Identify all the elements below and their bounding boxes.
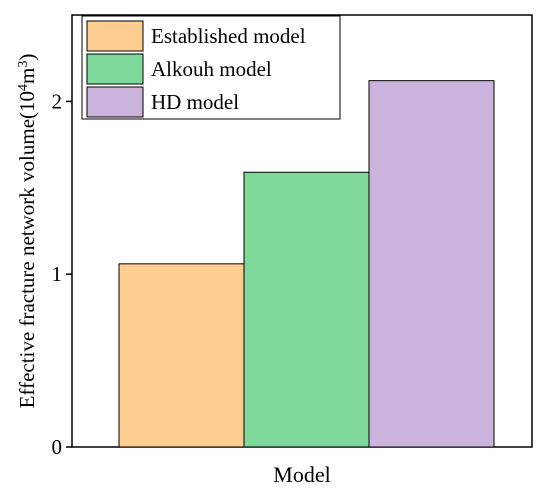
y-axis-label-sup2: 3 — [16, 61, 31, 68]
y-axis-label-mid: m — [15, 68, 39, 84]
legend-label: Alkouh model — [151, 57, 272, 81]
y-axis-label-main: Effective fracture network volume(10 — [15, 91, 39, 408]
x-axis-label: Model — [273, 462, 330, 487]
bar-established-model — [118, 263, 245, 448]
y-tick-label: 1 — [52, 262, 63, 286]
y-axis-label-sup1: 4 — [16, 84, 31, 91]
bars-group — [118, 80, 495, 448]
legend-label: HD model — [151, 90, 239, 114]
bar-hd-model — [368, 80, 495, 448]
legend-swatch — [86, 53, 144, 85]
bar-alkouh-model — [243, 171, 370, 448]
legend-swatch — [86, 20, 144, 52]
y-axis-label-end: ) — [15, 54, 39, 61]
legend-swatch — [86, 86, 144, 118]
legend: Established model Alkouh model HD model — [81, 15, 341, 120]
y-axis-label: Effective fracture network volume(104m3) — [15, 54, 39, 409]
y-tick-label: 2 — [52, 89, 63, 113]
legend-label: Established model — [151, 24, 306, 48]
y-tick-label: 0 — [52, 435, 63, 459]
y-axis-ticks: 0 1 2 — [52, 89, 72, 459]
